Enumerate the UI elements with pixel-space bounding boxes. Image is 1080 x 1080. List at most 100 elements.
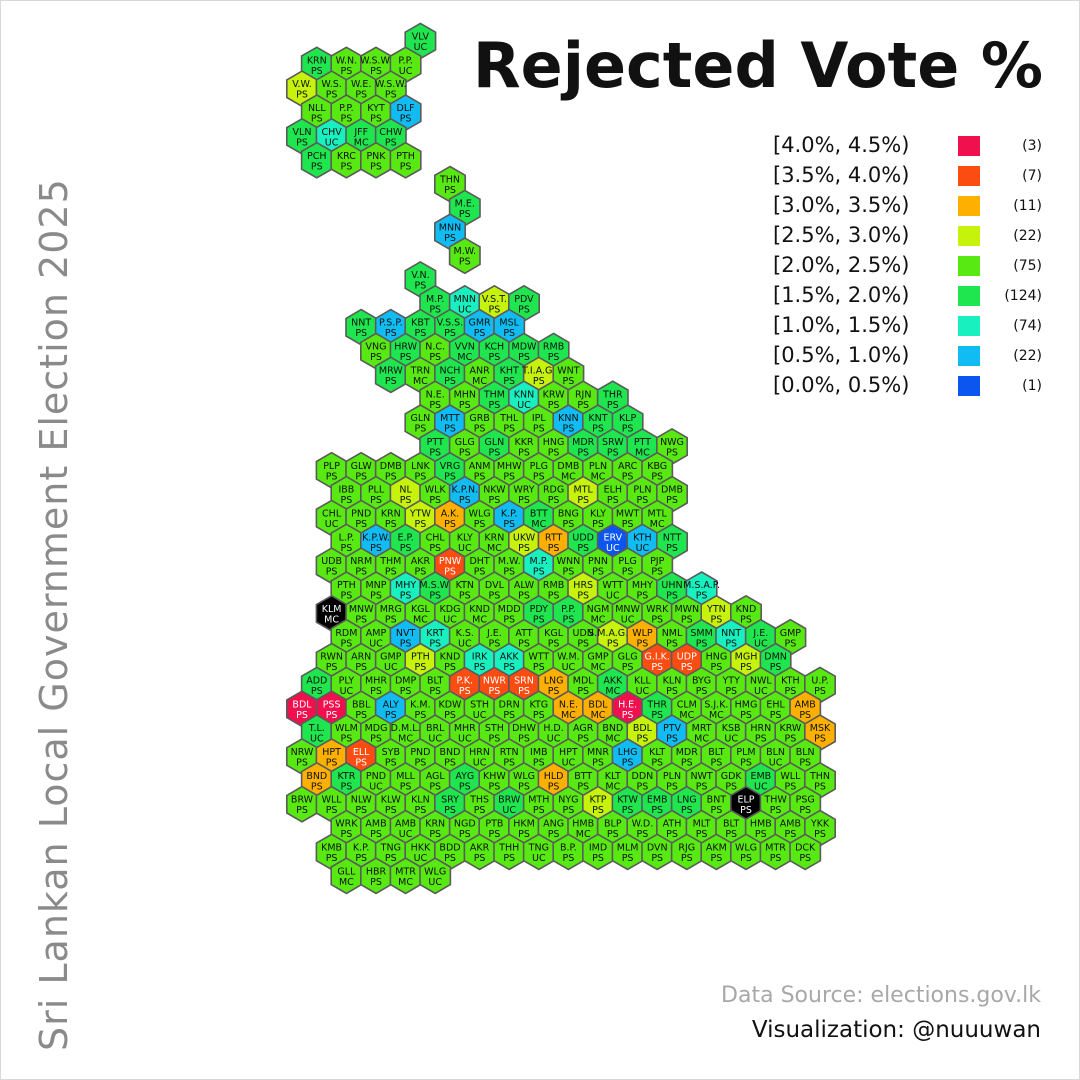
hex-code: RTT [545,532,563,543]
hex-type: PS [385,805,397,816]
hex-code: YTN [706,604,726,615]
legend-label: [1.5%, 2.0%) [773,283,910,307]
legend-count: (11) [1013,198,1042,214]
legend-count: (124) [1004,288,1042,304]
hex-code: IBB [338,485,354,496]
hex-type: PS [341,734,353,745]
hex-code: GLG [455,437,475,448]
hex-code: SRN [514,675,534,686]
hex-code: DCK [795,842,816,853]
hex-code: PLN [633,485,651,496]
hex-type: PS [459,257,471,268]
hex-type: UC [399,829,413,840]
hex-code: MDR [572,437,595,448]
hex-type: PS [326,662,338,673]
hex-code: RJG [678,842,695,853]
hex-type: MC [709,710,724,721]
hex-code: CHW [379,127,403,138]
hex-code: W.S.W. [375,79,407,90]
hex-type: PS [415,710,427,721]
hex-type: PS [518,447,530,458]
hex-type: PS [429,829,441,840]
hex-code: HRS [573,580,593,591]
hex-code: KYT [367,103,385,114]
hex-code: DMB [557,461,579,472]
hex-code: HMB [572,819,594,830]
hex-type: PS [400,591,412,602]
hex-code: DMP [395,675,417,686]
hex-code: GMP [780,628,802,639]
hex-code: PTH [396,151,415,162]
hex-type: PS [415,424,427,435]
hex-code: KLT [649,747,665,758]
hex-type: PS [370,543,382,554]
hex-type: PS [385,614,397,625]
hex-type: MC [605,686,620,697]
hex-type: MC [561,710,576,721]
hex-type: PS [503,328,515,339]
hex-type: PS [577,638,589,649]
hex-code: KHT [500,365,519,376]
hex-type: PS [385,376,397,387]
hex-code: LNK [411,461,430,472]
hex-code: KTH [781,675,799,686]
hex-code: PLG [530,461,548,472]
hex-code: WLG [735,842,757,853]
hex-code: PTT [427,437,444,448]
hex-code: NRW [291,747,314,758]
hex-type: UC [473,710,487,721]
hex-type: PS [474,805,486,816]
hex-code: P.K. [457,675,474,686]
hex-type: PS [444,853,456,864]
hex-code: W.N. [336,55,357,66]
hex-code: P.P. [561,604,576,615]
hex-code: KGL [411,604,431,615]
hex-type: PS [577,543,589,554]
hex-code: V.S.T. [482,294,507,305]
hex-code: THN [809,771,830,782]
hex-code: WNT [557,365,579,376]
hex-code: S.J.K. [704,699,728,710]
hex-type: PS [740,853,752,864]
hex-type: PS [503,710,515,721]
legend-label: [2.5%, 3.0%) [773,223,910,247]
hex-code: DMN [764,652,787,663]
hex-type: UC [428,877,442,888]
hex-type: PS [651,805,663,816]
hex-type: PS [548,495,560,506]
hex-code: SRY [441,795,459,806]
hex-type: PS [400,543,412,554]
hex-code: BTT [574,771,592,782]
hex-code: KRT [426,628,444,639]
hex-code: KLP [619,413,637,424]
hex-code: GMP [587,652,609,663]
hex-type: PS [518,638,530,649]
hex-type: PS [725,781,737,792]
hex-code: KND [440,652,461,663]
hex-type: PS [799,758,811,769]
hex-type: PS [592,853,604,864]
hex-code: WLG [513,771,535,782]
hex-code: BDL [633,723,653,734]
hex-code: ARN [351,652,371,663]
hex-type: PS [355,90,367,101]
hex-code: EMB [750,771,771,782]
hex-type: PS [518,829,530,840]
legend-swatch [958,166,980,186]
hex-type: PS [341,495,353,506]
hex-type: PS [696,829,708,840]
hex-code: BLP [604,819,622,830]
hex-type: PS [563,614,575,625]
hex-code: M.W. [454,246,477,257]
hex-type: PS [503,376,515,387]
hex-code: HMB [750,819,772,830]
hex-type: UC [310,734,324,745]
hex-code: BBL [352,699,371,710]
hex-code: BLT [723,819,740,830]
legend-label: [3.0%, 3.5%) [773,193,910,217]
hex-code: LNG [677,795,697,806]
